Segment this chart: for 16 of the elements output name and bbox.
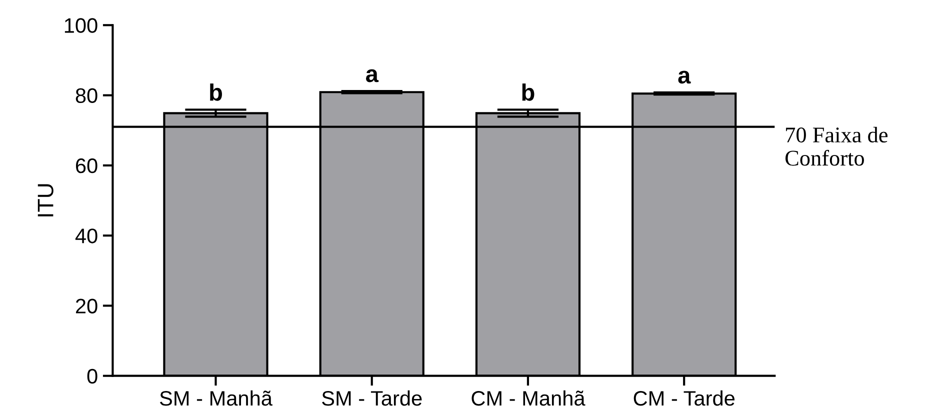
- annotation: a: [678, 70, 691, 84]
- x-tick-label: CM - Manhã: [472, 390, 586, 406]
- ref-line-label: 70 Faixa de Conforto: [785, 126, 888, 166]
- y-tick-label: 60: [76, 158, 98, 174]
- annotation: a: [366, 69, 379, 82]
- y-tick-label: 20: [76, 298, 98, 314]
- y-tick-label: 40: [75, 228, 98, 244]
- annotation: b: [210, 83, 222, 101]
- y-axis-title: ITU: [38, 184, 54, 216]
- y-tick-label: 100: [64, 18, 98, 33]
- annotation: b: [522, 83, 534, 101]
- x-tick-label: CM - Tarde: [634, 390, 734, 406]
- x-tick-label: SM - Manhã: [160, 390, 272, 406]
- y-tick-label: 0: [87, 368, 98, 384]
- y-tick-label: 80: [76, 88, 98, 104]
- x-tick-label: SM - Tarde: [322, 390, 422, 406]
